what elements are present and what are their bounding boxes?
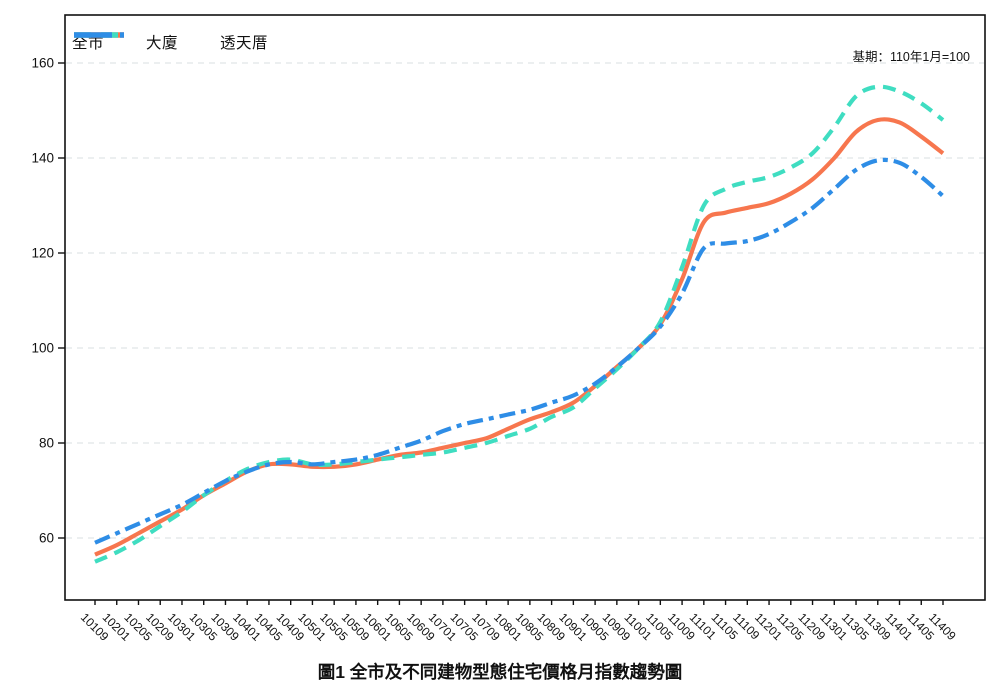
y-tick-label: 140 [31, 151, 54, 166]
legend-label-townhouse: 透天厝 [220, 35, 269, 52]
legend-label-apartment: 大廈 [146, 35, 179, 52]
chart-title: 圖1 全市及不同建物型態住宅價格月指數趨勢圖 [317, 662, 683, 682]
x-axis: 1010910201102051020910301103051030910401… [78, 600, 959, 644]
legend-item-apartment: 大廈 [74, 31, 179, 53]
y-tick-label: 60 [39, 531, 54, 546]
y-tick-label: 100 [31, 341, 54, 356]
series-line-1 [94, 84, 945, 564]
series-line-0 [94, 117, 945, 557]
y-tick-label: 120 [31, 246, 54, 261]
y-tick-label: 160 [31, 56, 54, 71]
y-axis: 60 80 100 120 140 160 [31, 56, 65, 546]
series-lines [94, 84, 945, 564]
base-period-note: 基期：110年1月=100 [852, 50, 970, 64]
y-tick-label: 80 [39, 436, 54, 451]
legend-swatch-townhouse-icon [74, 32, 128, 38]
chart-legend: 全市 大廈 透天厝 [72, 31, 268, 53]
series-line-2 [94, 157, 945, 545]
gridlines [66, 62, 984, 539]
plot-border [64, 14, 986, 601]
legend-label-citywide: 全市 [72, 35, 105, 52]
legend-item-townhouse: 透天厝 [74, 31, 269, 53]
